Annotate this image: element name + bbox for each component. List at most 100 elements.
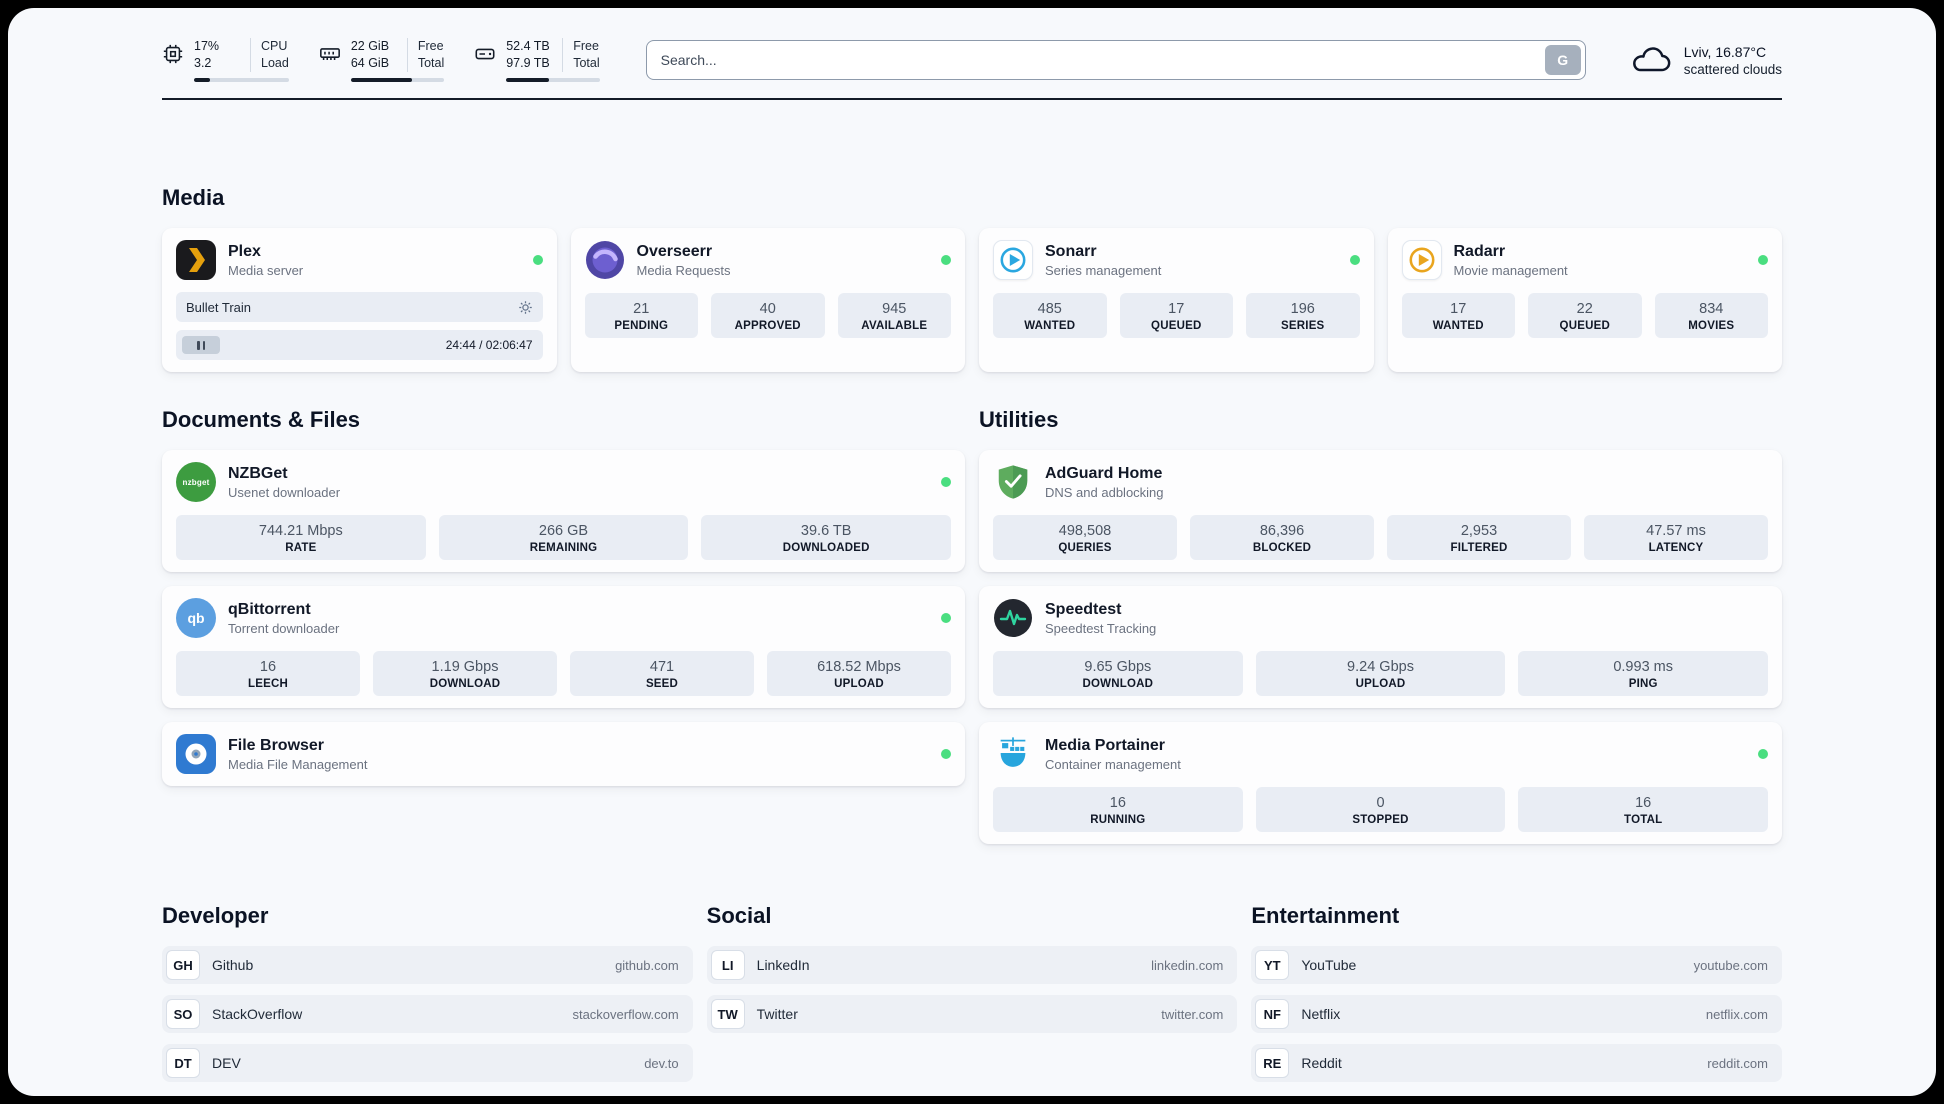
- pause-icon[interactable]: [182, 336, 220, 354]
- bookmark-url: twitter.com: [1161, 1006, 1224, 1022]
- weather-cloud-icon: [1630, 45, 1672, 75]
- app-card-adguard[interactable]: AdGuard Home DNS and adblocking 498,508 …: [979, 450, 1782, 572]
- app-card-speedtest[interactable]: Speedtest Speedtest Tracking 9.65 Gbps D…: [979, 586, 1782, 708]
- plex-icon: [176, 240, 216, 280]
- app-card-portainer[interactable]: Media Portainer Container management 16 …: [979, 722, 1782, 844]
- bookmark-name: YouTube: [1301, 957, 1357, 973]
- app-card-filebrowser[interactable]: File Browser Media File Management: [162, 722, 965, 786]
- documents-column: Documents & Files nzbget NZBGet Usenet d…: [162, 406, 965, 844]
- ram-progress-bar: [350, 78, 445, 82]
- stat-seed: 471 SEED: [570, 651, 754, 696]
- app-subtitle: Speedtest Tracking: [1045, 621, 1157, 636]
- stat-pending: 21 PENDING: [584, 293, 698, 338]
- bookmark-linkedin[interactable]: LI LinkedIn linkedin.com: [706, 946, 1238, 984]
- stat-upload: 9.24 Gbps UPLOAD: [1255, 651, 1506, 696]
- bookmark-url: netflix.com: [1705, 1006, 1768, 1022]
- bookmark-name: DEV: [212, 1055, 241, 1071]
- status-dot: [941, 749, 951, 759]
- app-name: Plex: [228, 243, 261, 260]
- bookmark-abbr-badge: YT: [1255, 950, 1290, 980]
- app-subtitle: Container management: [1045, 757, 1181, 772]
- stat-upload: 618.52 Mbps UPLOAD: [767, 651, 951, 696]
- ram-icon: [319, 43, 341, 65]
- app-subtitle: Series management: [1045, 263, 1162, 278]
- stat-wanted: 485 WANTED: [993, 293, 1107, 338]
- app-subtitle: Media Requests: [636, 263, 731, 278]
- app-card-radarr[interactable]: Radarr Movie management 17 WANTED 22 QUE…: [1387, 228, 1782, 372]
- filebrowser-icon: [176, 734, 216, 774]
- bookmark-url: reddit.com: [1707, 1055, 1768, 1071]
- app-name: Overseerr: [636, 243, 713, 260]
- bookmark-abbr-badge: LI: [710, 950, 745, 980]
- bookmark-name: Github: [212, 957, 254, 973]
- section-title-entertainment: Entertainment: [1251, 903, 1400, 928]
- app-card-nzbget[interactable]: nzbget NZBGet Usenet downloader 744.21 M…: [162, 450, 965, 572]
- stat-queued: 22 QUEUED: [1528, 293, 1642, 338]
- settings-icon[interactable]: [518, 300, 533, 315]
- system-stats: 17% CPU 3.2 Load: [162, 38, 600, 82]
- cpu-icon: [162, 43, 184, 65]
- stat-available: 945 AVAILABLE: [837, 293, 951, 338]
- app-name: Sonarr: [1045, 243, 1097, 260]
- stat-queued: 17 QUEUED: [1119, 293, 1233, 338]
- ram-widget: 22 GiB Free 64 GiB Total: [319, 38, 445, 82]
- app-subtitle: Media File Management: [228, 757, 368, 772]
- bookmark-stackoverflow[interactable]: SO StackOverflow stackoverflow.com: [162, 995, 693, 1033]
- app-card-qbittorrent[interactable]: qb qBittorrent Torrent downloader 16: [162, 586, 965, 708]
- section-title-media: Media: [162, 185, 225, 210]
- disk-total-value: 97.9 TB: [506, 56, 550, 70]
- status-dot: [1758, 749, 1768, 759]
- weather-widget: Lviv, 16.87°C scattered clouds: [1630, 44, 1782, 77]
- disk-label-top: Free: [562, 38, 599, 55]
- disk-icon: [474, 43, 496, 65]
- header-divider: [162, 98, 1782, 100]
- app-name: AdGuard Home: [1045, 465, 1163, 482]
- radarr-icon: [1401, 240, 1442, 280]
- bookmark-url: stackoverflow.com: [572, 1006, 679, 1022]
- speedtest-icon: [993, 598, 1033, 638]
- bookmark-github[interactable]: GH Github github.com: [162, 946, 693, 984]
- top-bar: 17% CPU 3.2 Load: [162, 8, 1782, 82]
- app-card-overseerr[interactable]: Overseerr Media Requests 21 PENDING 40 A…: [570, 228, 965, 372]
- status-dot: [1758, 255, 1768, 265]
- search-input[interactable]: [645, 40, 1586, 80]
- stat-download: 9.65 Gbps DOWNLOAD: [993, 651, 1243, 696]
- app-card-plex[interactable]: Plex Media server Bullet Train: [162, 228, 557, 372]
- now-playing-row: Bullet Train: [176, 292, 543, 322]
- bookmark-name: Twitter: [756, 1006, 798, 1022]
- ram-label-top: Free: [406, 38, 444, 55]
- app-subtitle: Usenet downloader: [228, 485, 341, 500]
- social-links-column: Social LI LinkedIn linkedin.com TW Twitt…: [706, 902, 1238, 1093]
- utilities-column: Utilities: [979, 406, 1782, 844]
- playback-progress-row: 24:44 / 02:06:47: [176, 330, 543, 360]
- sonarr-icon: [993, 240, 1033, 280]
- search-engine-button[interactable]: G: [1544, 45, 1581, 75]
- bookmark-reddit[interactable]: RE Reddit reddit.com: [1251, 1044, 1782, 1082]
- bookmark-youtube[interactable]: YT YouTube youtube.com: [1251, 946, 1782, 984]
- qbittorrent-icon: qb: [176, 598, 216, 638]
- weather-condition: scattered clouds: [1683, 61, 1782, 77]
- status-dot: [941, 477, 951, 487]
- stat-latency: 47.57 ms LATENCY: [1584, 515, 1768, 560]
- disk-progress-fill: [506, 78, 550, 82]
- disk-label-bottom: Total: [562, 55, 600, 72]
- stat-downloaded: 39.6 TB DOWNLOADED: [701, 515, 952, 560]
- disk-widget: 52.4 TB Free 97.9 TB Total: [474, 38, 600, 82]
- bookmark-url: github.com: [615, 957, 679, 973]
- bookmark-abbr-badge: DT: [166, 1048, 200, 1078]
- bookmark-dev[interactable]: DT DEV dev.to: [162, 1044, 693, 1082]
- bookmark-abbr-badge: GH: [166, 950, 200, 980]
- bookmark-url: youtube.com: [1693, 957, 1768, 973]
- stat-approved: 40 APPROVED: [711, 293, 825, 338]
- cpu-label-bottom: Load: [250, 55, 289, 72]
- cpu-widget: 17% CPU 3.2 Load: [162, 38, 289, 82]
- stat-running: 16 RUNNING: [993, 787, 1243, 832]
- bookmark-name: Reddit: [1301, 1055, 1342, 1071]
- app-card-sonarr[interactable]: Sonarr Series management 485 WANTED 17 Q…: [979, 228, 1374, 372]
- bookmark-name: Netflix: [1301, 1006, 1341, 1022]
- bookmark-netflix[interactable]: NF Netflix netflix.com: [1251, 995, 1782, 1033]
- cpu-load-value: 3.2: [194, 56, 212, 70]
- bookmark-twitter[interactable]: TW Twitter twitter.com: [706, 995, 1238, 1033]
- bookmark-url: dev.to: [644, 1055, 679, 1071]
- stat-filtered: 2,953 FILTERED: [1387, 515, 1571, 560]
